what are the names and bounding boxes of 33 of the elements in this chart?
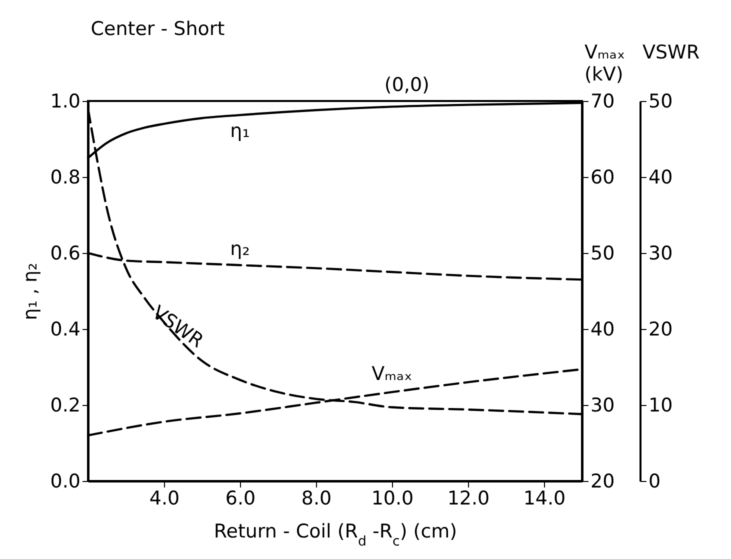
- y-axis-title: η₁ , η₂: [19, 262, 42, 320]
- x-tick-label: 12.0: [447, 488, 490, 510]
- series-label: η₁: [230, 120, 250, 142]
- x-tick-label: 14.0: [523, 488, 566, 510]
- series-label: Vₘₐₓ: [372, 363, 412, 386]
- y3-axis-title: VSWR: [642, 42, 700, 64]
- y3-tick-label: 40: [648, 166, 673, 188]
- y3-tick-label: 10: [648, 394, 673, 416]
- y3-tick-label: 30: [648, 242, 673, 264]
- y-tick-label: 0.0: [50, 470, 80, 492]
- y-tick-label: 0.6: [50, 242, 80, 264]
- x-tick-label: 4.0: [149, 488, 180, 510]
- text: (0,0): [384, 74, 430, 96]
- y3-tick-label: 0: [648, 470, 661, 492]
- y-tick-label: 0.8: [50, 166, 80, 188]
- chart-title: Center - Short: [90, 18, 225, 40]
- y-tick-label: 0.4: [50, 318, 80, 340]
- x-tick-label: 6.0: [225, 488, 256, 510]
- y2-tick-label: 30: [590, 394, 615, 416]
- y-tick-label: 0.2: [50, 394, 80, 416]
- x-axis-title: Return - Coil (R$_{d}$ -R$_{c}$) (cm): [214, 520, 458, 549]
- y2-tick-label: 40: [590, 318, 615, 340]
- x-tick-label: 10.0: [371, 488, 414, 510]
- y2-tick-label: 20: [590, 470, 615, 492]
- y2-tick-label: 60: [590, 166, 615, 188]
- y2-tick-label: 50: [590, 242, 615, 264]
- y2-tick-label: 70: [590, 90, 615, 112]
- y2-axis-title: Vₘₐₓ (kV): [584, 42, 626, 86]
- y3-tick-label: 50: [648, 90, 673, 112]
- y-tick-label: 1.0: [50, 90, 80, 112]
- x-tick-label: 8.0: [301, 488, 332, 510]
- series-label: η₂: [230, 238, 250, 260]
- y3-tick-label: 20: [648, 318, 673, 340]
